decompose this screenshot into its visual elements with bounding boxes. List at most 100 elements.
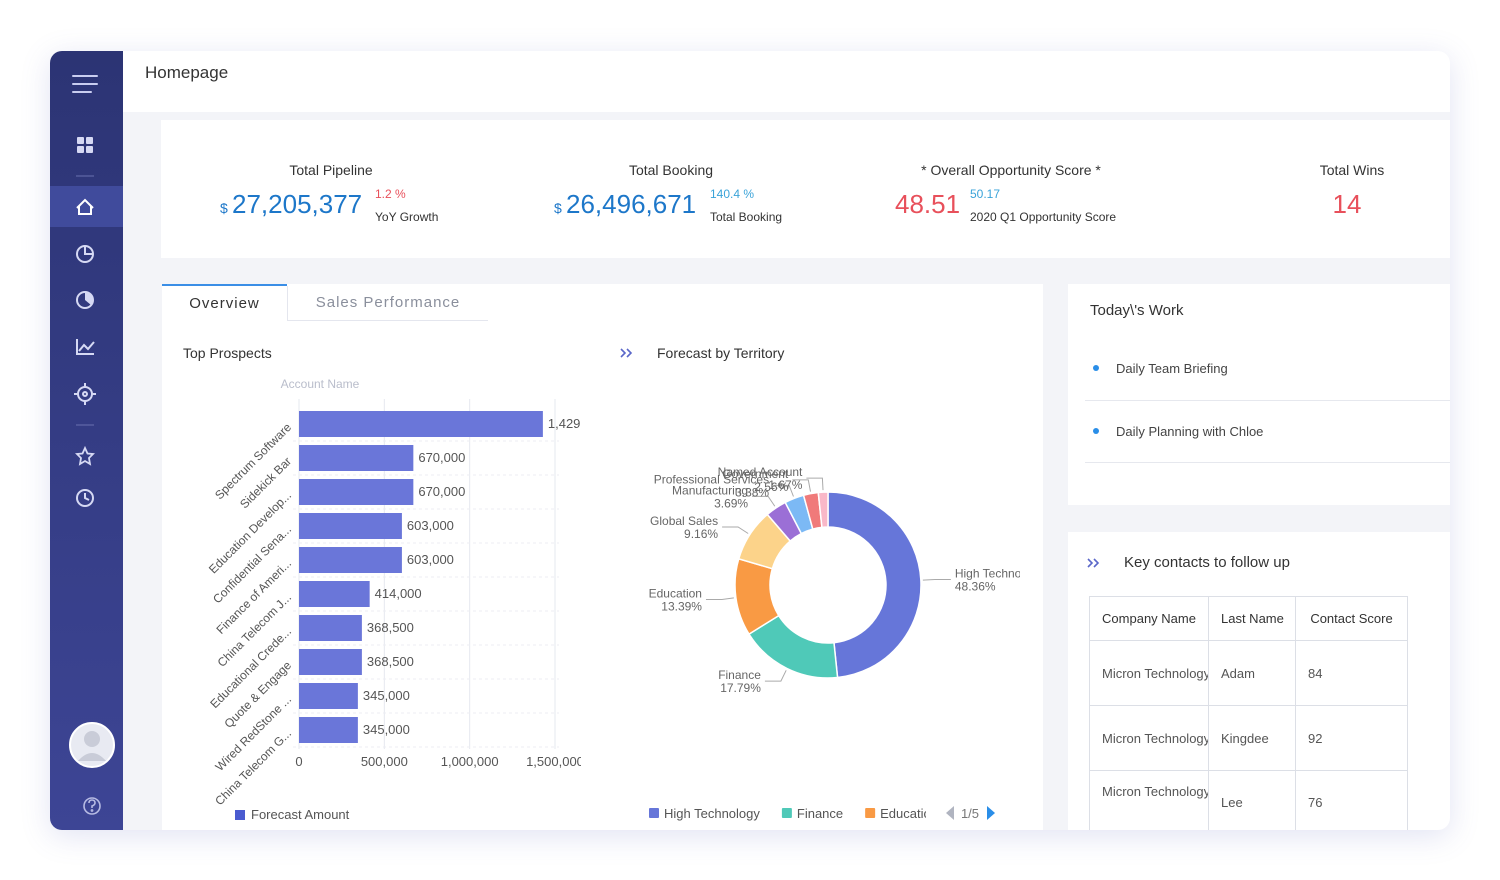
x-tick-label: 1,000,000 [441,754,499,769]
kpi-label: * Overall Opportunity Score * [921,162,1101,178]
leader-line [722,526,749,534]
tab[interactable]: Sales Performance [287,286,488,321]
x-tick-label: 500,000 [361,754,408,769]
slice-name: Named Account [718,465,803,479]
dashboard-icon[interactable] [77,137,93,153]
slice-label: 1.67% [768,478,802,492]
tab-active[interactable]: Overview [162,284,287,320]
work-item[interactable]: Daily Planning with Chloe [1116,424,1264,439]
app-content: Homepage Total Pipeline $ 27,205,377 1.2… [50,51,1450,830]
legend-label: High Technology [664,806,760,821]
value-label: 368,500 [367,620,414,635]
cell: Micron Technology, Inc. [1089,640,1209,706]
kpi-change: 140.4 % [710,187,755,201]
expand-icon[interactable] [620,348,633,358]
card-title: Today\'s Work [1090,302,1184,319]
column-header: Company Name [1089,596,1209,641]
leader-line [752,495,776,507]
x-tick-label: 1,500,000 [526,754,584,769]
kpi-card [161,120,1450,258]
kpi-label: Total Booking [628,162,714,178]
donut-slice [827,491,922,679]
avatar[interactable] [69,722,115,768]
kpi-label: Total Pipeline [289,162,373,178]
contacts-table: Company Name Last Name Contact Score Mic… [1089,596,1408,830]
slice-name: Global Sales [650,514,718,528]
kpi-label: Total Wins [1319,162,1385,178]
column-header: Last Name [1208,596,1296,641]
legend-swatch [235,810,245,820]
kpi-value: 48.51 [895,189,961,219]
slice-name: High Technology [955,566,1043,580]
leader-line [764,670,787,682]
legend-label: Finance [797,806,843,821]
chart-title: Forecast by Territory [657,345,784,361]
kpi-currency: $ [554,200,562,216]
kpi-value: 26,496,671 [566,189,697,219]
target-icon[interactable] [74,383,96,405]
history-icon[interactable] [76,489,94,507]
slice-name: Finance [718,668,761,682]
bar-chart: Top Prospects Account Name 0 500,000 1,000,0… [183,345,606,822]
donut-legend: High Technology Finance Education Global Sa… [649,806,938,821]
legend-label: Education [880,806,938,821]
overview-charts: Top Prospects Account Name 0 500,000 1,000,0… [183,345,1043,822]
kpi-change-label: YoY Growth [375,210,439,224]
legend-next[interactable] [987,806,995,820]
home-icon[interactable] [76,198,94,215]
bar [299,445,414,471]
report-icon[interactable] [76,245,94,263]
value-label: 345,000 [363,722,410,737]
app-window: Homepage Total Pipeline $ 27,205,377 1.2… [50,51,1450,830]
legend-swatch [649,808,659,818]
work-item[interactable]: Daily Team Briefing [1116,361,1228,376]
slice-label: 17.79% [720,681,761,695]
leader-line [922,578,951,581]
bar [299,717,358,743]
slice-label: 9.16% [684,527,718,541]
legend-prev[interactable] [946,806,954,820]
star-icon[interactable] [75,445,95,466]
donut-slice [817,491,829,529]
value-label: 414,000 [375,586,422,601]
pie-icon[interactable] [76,291,94,309]
value-label: 368,500 [367,654,414,669]
bar [299,547,402,573]
bar [299,581,370,607]
chart-title: Top Prospects [183,345,272,361]
menu-icon[interactable] [72,75,98,93]
leader-line [705,597,734,600]
todays-work-card [1068,284,1450,505]
bar [299,479,414,505]
value-label: 1,429,000 [548,416,606,431]
cell: Micron Technology, Inc. [1089,770,1209,830]
chart-icon[interactable] [76,339,95,355]
kpi-currency: $ [220,200,228,216]
value-label: 603,000 [407,518,454,533]
page-title: Homepage [145,63,229,82]
legend-swatch [781,808,792,818]
kpi-change-label: Total Booking [710,210,783,224]
help-icon[interactable] [83,797,101,815]
divider [1085,400,1450,401]
sidebar-bg [50,51,123,830]
cell: 92 [1295,705,1408,771]
kpi-change: 1.2 % [375,187,406,201]
divider [1085,462,1450,463]
expand-icon[interactable] [1086,556,1102,570]
sidebar [50,51,123,830]
card-title: Key contacts to follow up [1124,554,1290,571]
kpi-value: 27,205,377 [232,189,363,219]
bar [299,411,543,437]
cell: Micron Technology, Inc. [1089,705,1209,771]
slice-label: 2.56% [754,480,788,494]
bar [299,683,358,709]
column-header: Contact Score [1295,596,1408,641]
cell: Kingdee [1208,705,1296,771]
cell: Lee [1208,770,1296,830]
